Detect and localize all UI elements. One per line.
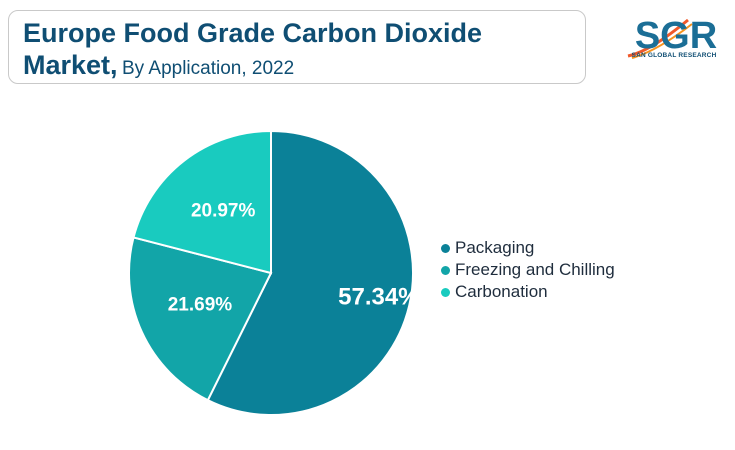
- chart-title-line2: Market, By Application, 2022: [23, 49, 585, 86]
- legend-swatch: [441, 265, 450, 275]
- data-label-freezing-and-chilling: 21.69%: [168, 294, 233, 315]
- logo-wordmark: SGR: [635, 15, 717, 57]
- legend-item-packaging: Packaging: [441, 237, 615, 259]
- chart-title-market: Market,: [23, 50, 118, 80]
- legend-item-carbonation: Carbonation: [441, 281, 615, 303]
- title-box: Europe Food Grade Carbon Dioxide Market,…: [8, 10, 586, 84]
- logo-subtext: SAN GLOBAL RESEARCH: [631, 52, 717, 59]
- legend-label: Freezing and Chilling: [455, 260, 615, 279]
- legend-label: Carbonation: [455, 282, 548, 301]
- pie-slice-carbonation: [132, 129, 272, 275]
- legend-swatch: [441, 243, 450, 253]
- sgr-logo-icon: SGR: [627, 15, 717, 59]
- pie-slice-packaging: [206, 129, 414, 416]
- legend-item-freezing-and-chilling: Freezing and Chilling: [441, 259, 615, 281]
- pie-slice-freezing-and-chilling: [128, 236, 273, 402]
- chart-title: Europe Food Grade Carbon Dioxide: [23, 18, 483, 48]
- data-label-packaging: 57.34%: [338, 284, 419, 311]
- data-label-carbonation: 20.97%: [191, 200, 256, 221]
- chart-legend: Packaging Freezing and Chilling Carbonatio…: [441, 237, 615, 303]
- chart-subtitle: By Application, 2022: [122, 58, 295, 79]
- legend-label: Packaging: [455, 238, 535, 257]
- legend-swatch: [441, 287, 450, 297]
